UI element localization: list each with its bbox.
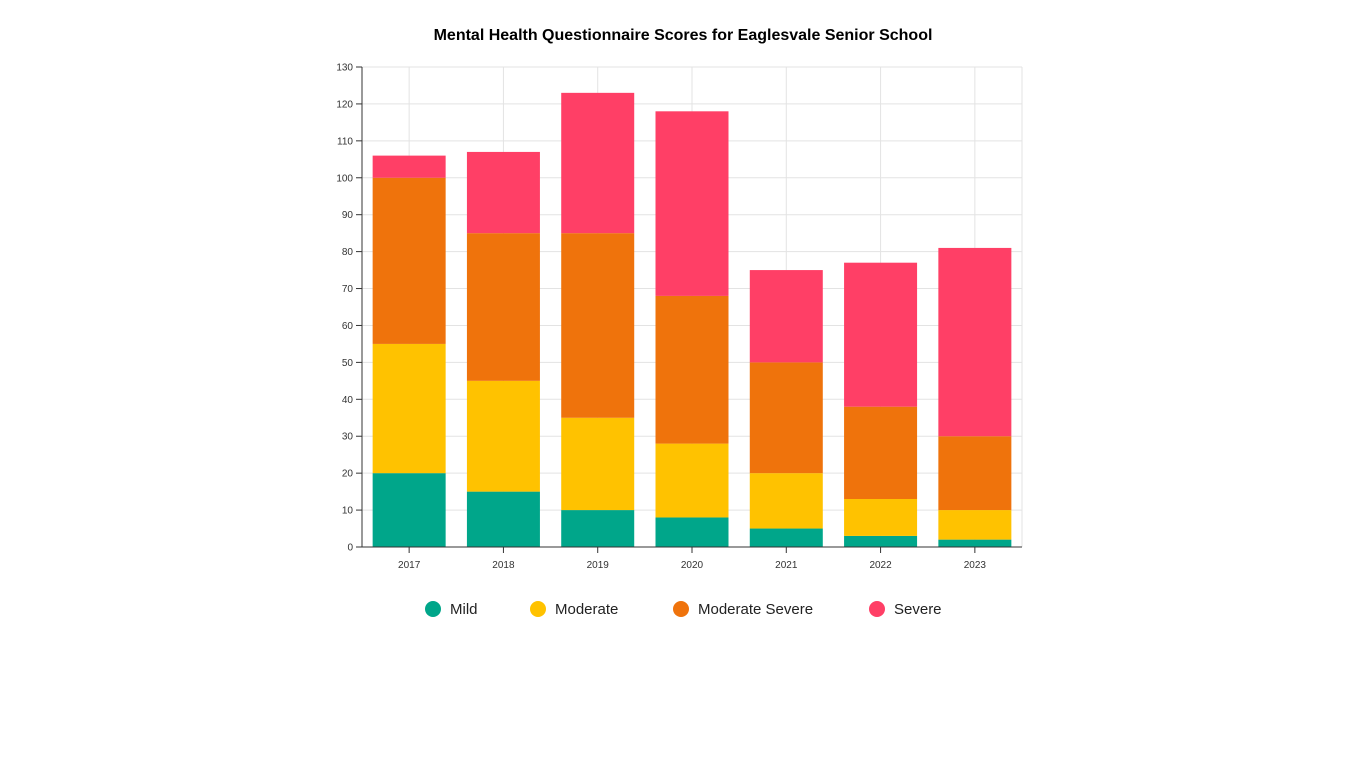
y-tick-label: 60 — [342, 321, 354, 332]
y-tick-label: 70 — [342, 284, 354, 295]
bar-moderate-2023 — [938, 510, 1012, 540]
bar-moderate-2018 — [466, 380, 540, 492]
bar-mild-2020 — [655, 517, 729, 547]
legend-item-mild[interactable]: Mild — [425, 597, 478, 621]
y-tick-label: 40 — [342, 395, 354, 406]
bar-moderate-severe-2023 — [938, 436, 1012, 511]
y-tick-label: 100 — [336, 173, 353, 184]
x-tick-label: 2019 — [587, 560, 610, 571]
bar-moderate-severe-2017 — [372, 177, 446, 344]
x-tick-label: 2017 — [398, 560, 421, 571]
legend-label-moderate: Moderate — [555, 600, 619, 618]
bar-moderate-2017 — [372, 343, 446, 474]
legend-item-moderate-severe[interactable]: Moderate Severe — [673, 597, 813, 621]
y-tick-label: 120 — [336, 99, 353, 110]
bar-mild-2023 — [938, 539, 1012, 547]
bars — [372, 92, 1012, 547]
y-tick-label: 50 — [342, 358, 354, 369]
legend-label-severe: Severe — [894, 600, 942, 618]
axes: 0 10 20 30 40 50 60 70 80 90 100 110 120 130 2017 2018 2… — [336, 63, 1022, 571]
legend: Mild Moderate Moderate Severe Severe — [0, 597, 1366, 621]
legend-item-moderate[interactable]: Moderate — [530, 597, 618, 621]
bar-severe-2021 — [749, 270, 823, 363]
bar-mild-2021 — [749, 528, 823, 547]
bar-mild-2017 — [372, 473, 446, 547]
x-tick-label: 2021 — [775, 560, 798, 571]
legend-label-mild: Mild — [450, 600, 478, 618]
bar-mild-2018 — [466, 491, 540, 547]
bar-moderate-severe-2021 — [749, 362, 823, 474]
x-tick-label: 2020 — [681, 560, 704, 571]
legend-item-severe[interactable]: Severe — [869, 597, 942, 621]
bar-moderate-2022 — [844, 499, 918, 536]
legend-label-moderate-severe: Moderate Severe — [698, 600, 814, 618]
bar-severe-2023 — [938, 247, 1012, 437]
bar-severe-2019 — [561, 92, 635, 234]
legend-swatch-severe — [869, 601, 885, 617]
legend-swatch-moderate-severe — [673, 601, 689, 617]
y-tick-label: 110 — [337, 136, 353, 147]
bar-moderate-severe-2020 — [655, 295, 729, 444]
y-tick-label: 10 — [342, 506, 354, 517]
bar-severe-2020 — [655, 111, 729, 296]
bar-mild-2022 — [844, 535, 918, 547]
y-tick-label: 0 — [347, 543, 353, 554]
bar-severe-2018 — [466, 151, 540, 234]
x-tick-label: 2023 — [964, 560, 987, 571]
y-tick-label: 90 — [342, 210, 354, 221]
x-tick-label: 2022 — [869, 560, 892, 571]
bar-moderate-severe-2019 — [561, 233, 635, 418]
bar-moderate-2021 — [749, 473, 823, 529]
bar-severe-2022 — [844, 262, 918, 407]
y-tick-label: 20 — [342, 469, 354, 480]
bar-moderate-2020 — [655, 443, 729, 518]
y-tick-label: 30 — [342, 432, 354, 443]
bar-severe-2017 — [372, 155, 446, 178]
chart-title: Mental Health Questionnaire Scores for E… — [433, 27, 933, 44]
bar-mild-2019 — [561, 510, 635, 547]
y-tick-label: 80 — [342, 247, 354, 258]
legend-swatch-moderate — [530, 601, 546, 617]
legend-swatch-mild — [425, 601, 441, 617]
y-tick-label: 130 — [336, 63, 353, 74]
bar-moderate-2019 — [561, 417, 635, 511]
bar-moderate-severe-2022 — [844, 406, 918, 499]
bar-moderate-severe-2018 — [466, 233, 540, 381]
x-tick-label: 2018 — [492, 560, 515, 571]
